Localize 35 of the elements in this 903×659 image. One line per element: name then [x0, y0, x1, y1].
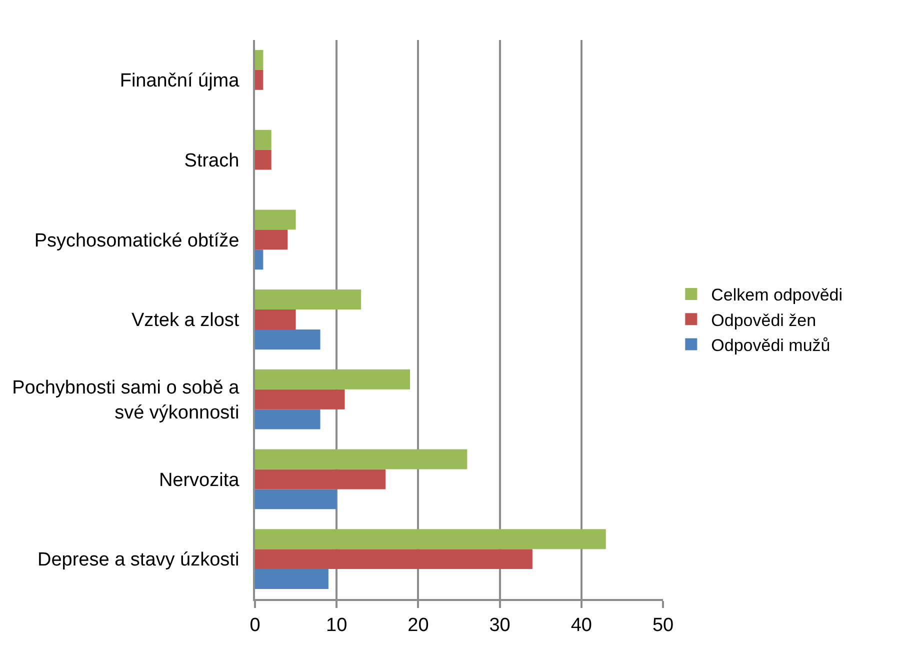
x-tick-label: 10	[326, 614, 348, 636]
y-tick-label: Vztek a zlost	[131, 310, 240, 332]
bar	[255, 409, 320, 430]
bar	[255, 250, 264, 270]
bar	[255, 310, 296, 330]
bar	[255, 150, 272, 170]
bar	[255, 449, 468, 470]
bar	[255, 290, 362, 310]
x-tick-label: 20	[408, 614, 429, 636]
y-tick-label: Psychosomatické obtíže	[34, 230, 240, 252]
bar	[255, 389, 345, 410]
bar	[255, 130, 272, 150]
legend-label: Odpovědi žen	[711, 310, 816, 330]
bar	[255, 489, 337, 510]
x-tick-label: 30	[489, 614, 510, 636]
bar	[255, 230, 288, 250]
bar	[255, 329, 320, 350]
x-tick-label: 50	[652, 614, 674, 636]
bar	[255, 210, 296, 230]
y-tick-label: Deprese a stavy úzkosti	[37, 550, 240, 571]
bar	[255, 70, 264, 90]
bar	[255, 529, 606, 550]
y-tick-label: Finanční újma	[120, 70, 240, 92]
x-tick-label: 40	[570, 614, 592, 636]
y-tick-label: Pochybnosti sami o sobě a své výkonnosti	[12, 378, 240, 424]
bar	[255, 50, 264, 70]
legend-label: Celkem odpovědi	[711, 286, 843, 305]
bar	[255, 469, 386, 490]
bar	[255, 549, 532, 570]
legend-label: Odpovědi mužů	[711, 336, 830, 355]
y-tick-label: Nervozita	[158, 470, 240, 491]
bar	[255, 369, 410, 390]
bar	[255, 569, 328, 590]
x-tick-label: 0	[250, 614, 260, 636]
y-tick-label: Strach	[184, 150, 240, 172]
